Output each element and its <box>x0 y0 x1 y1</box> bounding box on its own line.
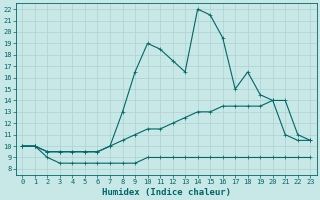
X-axis label: Humidex (Indice chaleur): Humidex (Indice chaleur) <box>102 188 231 197</box>
